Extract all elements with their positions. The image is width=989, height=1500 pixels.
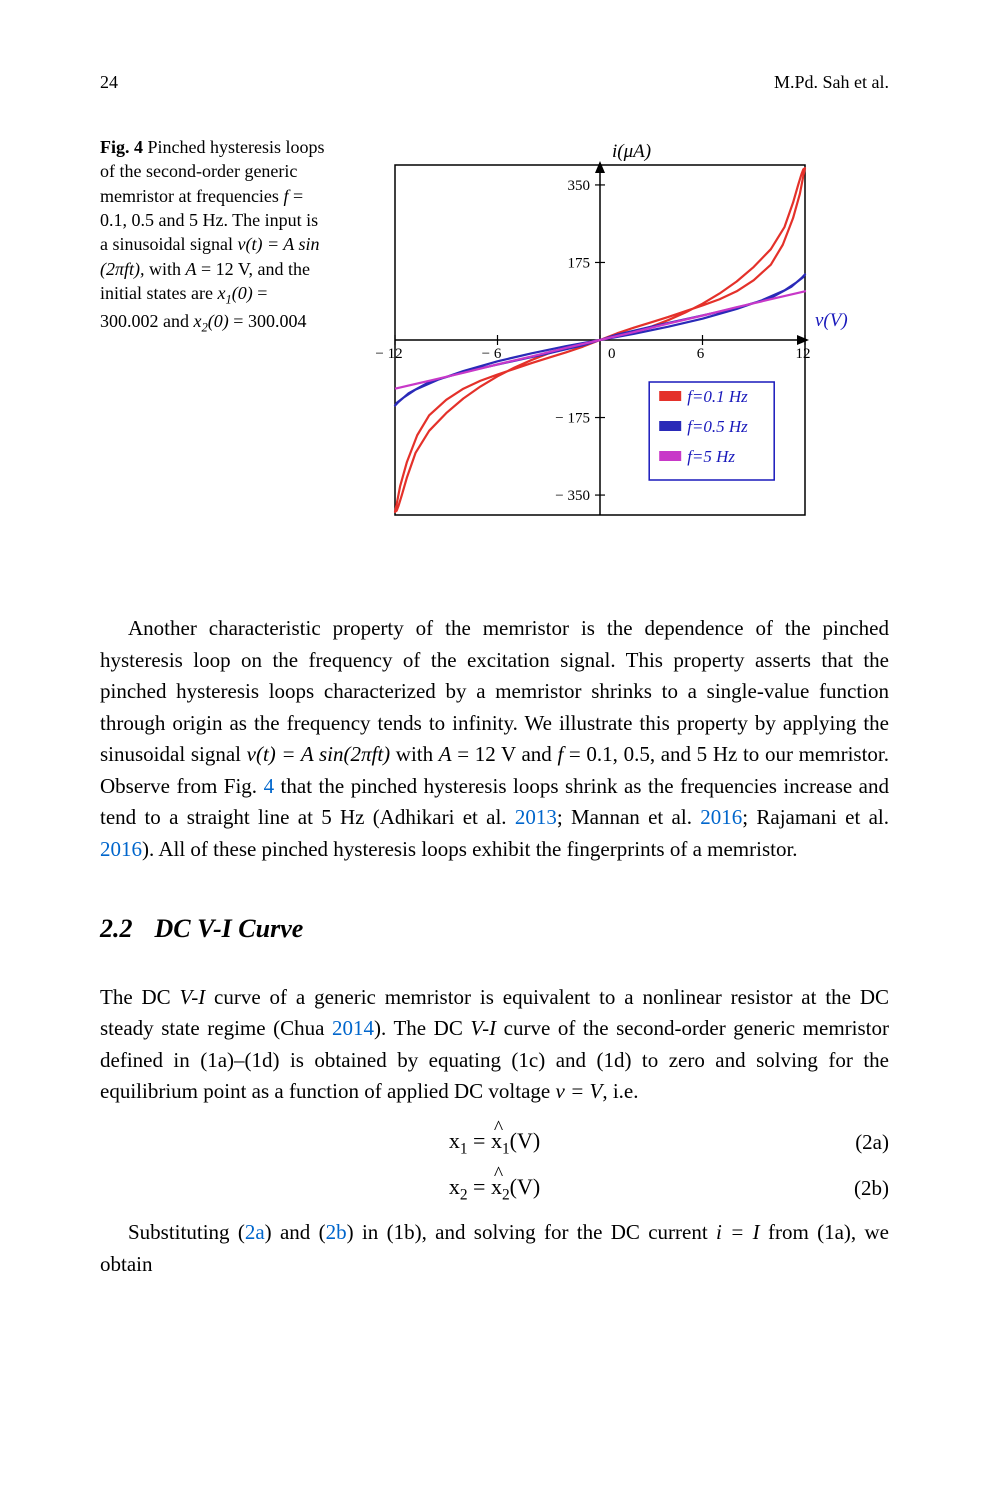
text-ital: V-I: [470, 1016, 496, 1040]
svg-text:f=0.5 Hz: f=0.5 Hz: [687, 417, 748, 436]
text-ital: i = I: [716, 1220, 760, 1244]
eqref-2a[interactable]: 2a: [245, 1220, 265, 1244]
running-head: M.Pd. Sah et al.: [774, 70, 889, 95]
text: ). The DC: [374, 1016, 470, 1040]
text: , i.e.: [602, 1079, 638, 1103]
svg-text:− 6: − 6: [482, 346, 502, 362]
text: The DC: [100, 985, 180, 1009]
svg-text:i(μA): i(μA): [612, 141, 651, 162]
equation-2a-number: (2a): [855, 1128, 889, 1157]
svg-text:6: 6: [697, 346, 705, 362]
text-ital: V-I: [180, 985, 206, 1009]
section-heading-2-2: 2.2 DC V-I Curve: [100, 911, 889, 947]
text-ital: v(t) = A sin(2πft): [247, 742, 391, 766]
svg-text:v(V): v(V): [815, 310, 848, 331]
text: ) in (1b), and solving for the DC curren…: [347, 1220, 716, 1244]
svg-text:f=0.1 Hz: f=0.1 Hz: [687, 387, 748, 406]
fig-ref-4[interactable]: 4: [264, 774, 275, 798]
svg-text:− 12: − 12: [375, 346, 402, 362]
svg-text:175: 175: [568, 256, 591, 272]
body-paragraph-1: Another characteristic property of the m…: [100, 613, 889, 865]
text: ). All of these pinched hysteresis loops…: [142, 837, 798, 861]
text: ) and (: [265, 1220, 326, 1244]
page-header: 24 M.Pd. Sah et al.: [100, 70, 889, 95]
svg-text:− 175: − 175: [555, 411, 590, 427]
equation-2b: x2 = x2(V) (2b): [100, 1172, 889, 1206]
page-number: 24: [100, 70, 118, 95]
caption-line: Pinched hysteresis loops of the second-o…: [100, 137, 325, 330]
body-paragraph-3: Substituting (2a) and (2b) in (1b), and …: [100, 1217, 889, 1280]
svg-text:350: 350: [568, 178, 591, 194]
figure-4-block: Fig. 4 Pinched hysteresis loops of the s…: [100, 135, 889, 553]
text: ; Mannan et al.: [557, 805, 700, 829]
text: with: [390, 742, 439, 766]
equation-2a-body: x1 = x1(V): [449, 1126, 540, 1160]
cite-mannan-2016[interactable]: 2016: [700, 805, 742, 829]
figure-4-chart: − 12 − 6 0 6 12 − 350 − 175 175 350 i(μA) v(V) f=0.…: [345, 135, 889, 553]
equation-2a: x1 = x1(V) (2a): [100, 1126, 889, 1160]
svg-text:12: 12: [796, 346, 811, 362]
text-ital: A: [439, 742, 452, 766]
section-title: DC V-I Curve: [155, 914, 304, 943]
svg-text:− 350: − 350: [555, 488, 590, 504]
hysteresis-chart-svg: − 12 − 6 0 6 12 − 350 − 175 175 350 i(μA) v(V) f=0.…: [345, 135, 865, 545]
section-number: 2.2: [100, 914, 133, 943]
figure-4-caption: Fig. 4 Pinched hysteresis loops of the s…: [100, 135, 325, 553]
svg-text:0: 0: [608, 346, 616, 362]
text-ital: v = V: [556, 1079, 603, 1103]
text: = 12 V and: [452, 742, 558, 766]
equation-2b-number: (2b): [854, 1174, 889, 1203]
cite-rajamani-2016[interactable]: 2016: [100, 837, 142, 861]
svg-text:f=5 Hz: f=5 Hz: [687, 447, 735, 466]
equation-2b-body: x2 = x2(V): [449, 1172, 540, 1206]
cite-adhikari-2013[interactable]: 2013: [515, 805, 557, 829]
text: ; Rajamani et al.: [742, 805, 889, 829]
figure-label: Fig. 4: [100, 137, 143, 157]
text: Substituting (: [128, 1220, 245, 1244]
cite-chua-2014[interactable]: 2014: [332, 1016, 374, 1040]
eqref-2b[interactable]: 2b: [326, 1220, 347, 1244]
body-paragraph-2: The DC V-I curve of a generic memristor …: [100, 982, 889, 1108]
